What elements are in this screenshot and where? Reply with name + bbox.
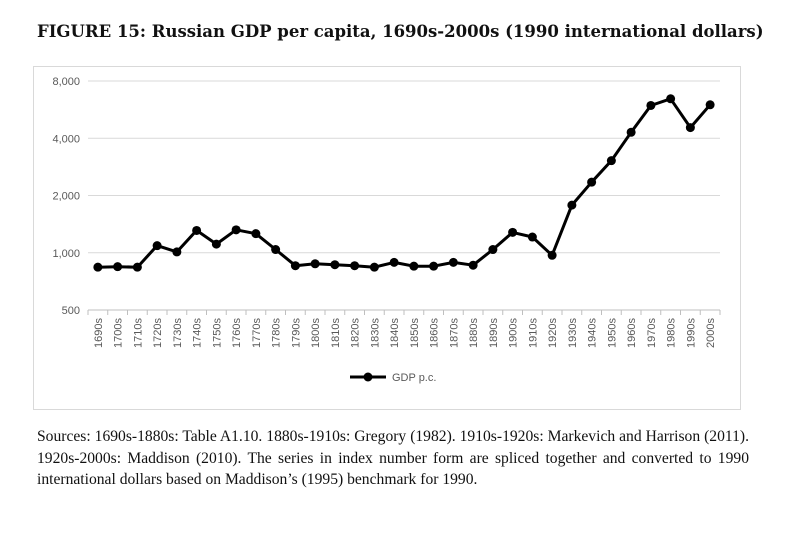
x-tick-label: 1980s <box>666 318 678 348</box>
data-point <box>290 261 300 271</box>
data-point <box>369 262 379 272</box>
data-point <box>448 257 458 267</box>
x-tick-label: 1880s <box>468 318 480 348</box>
figure-title: FIGURE 15: Russian GDP per capita, 1690s… <box>37 22 764 41</box>
x-tick-label: 1900s <box>508 318 520 348</box>
y-tick-label: 8,000 <box>52 76 80 88</box>
data-point <box>251 229 261 239</box>
data-point <box>488 245 498 255</box>
data-point <box>705 100 715 110</box>
grid-lines <box>88 80 720 311</box>
data-point <box>350 261 360 271</box>
x-tick-label: 1930s <box>567 318 579 348</box>
data-point <box>468 260 478 270</box>
x-tick-label: 1940s <box>587 318 599 348</box>
x-axis-ticks: 1690s 1700s 1710s 1720s 1730s 1740s 1750s 1760s… <box>93 318 717 348</box>
data-point <box>113 262 123 272</box>
data-point <box>310 259 320 269</box>
data-point <box>606 156 616 166</box>
series-gdp-pc <box>93 94 715 272</box>
x-tick-label: 1970s <box>646 318 658 348</box>
series-line <box>97 97 712 269</box>
x-tick-label: 1760s <box>231 318 243 348</box>
y-axis-ticks: 500 1,000 2,000 4,000 8,000 <box>52 76 80 317</box>
x-tick-label: 1820s <box>350 318 362 348</box>
data-point <box>666 94 676 104</box>
data-point <box>409 261 419 271</box>
data-point <box>527 232 537 242</box>
x-tick-label: 1990s <box>685 318 697 348</box>
data-point <box>192 225 202 235</box>
x-tick-label: 1780s <box>271 318 283 348</box>
x-tick-label: 1790s <box>290 318 302 348</box>
x-tick-label: 1840s <box>389 318 401 348</box>
x-tick-label: 1890s <box>488 318 500 348</box>
data-point <box>389 257 399 267</box>
data-point <box>547 250 557 260</box>
data-point <box>172 247 182 257</box>
x-tick-label: 2000s <box>705 318 717 348</box>
x-tick-label: 1950s <box>606 318 618 348</box>
data-point <box>685 123 695 133</box>
x-tick-label: 1910s <box>527 318 539 348</box>
x-tick-label: 1860s <box>429 318 441 348</box>
y-tick-label: 500 <box>62 305 80 317</box>
x-tick-label: 1770s <box>251 318 263 348</box>
x-tick-label: 1750s <box>211 318 223 348</box>
legend-label: GDP p.c. <box>392 372 436 384</box>
data-point <box>429 261 439 271</box>
data-point <box>211 239 221 249</box>
data-point <box>152 241 162 251</box>
data-point <box>626 127 636 137</box>
legend: GDP p.c. <box>350 372 436 384</box>
data-point <box>271 245 281 255</box>
x-tick-label: 1850s <box>409 318 421 348</box>
sources-note: Sources: 1690s-1880s: Table A1.10. 1880s… <box>37 428 749 488</box>
x-tick-label: 1920s <box>547 318 559 348</box>
x-tick-label: 1700s <box>113 318 125 348</box>
y-tick-label: 2,000 <box>52 191 80 203</box>
x-tick-label: 1870s <box>448 318 460 348</box>
data-point <box>93 262 103 272</box>
legend-marker <box>363 372 373 382</box>
y-tick-label: 4,000 <box>52 133 80 145</box>
data-point <box>330 260 340 270</box>
x-tick-label: 1690s <box>93 318 105 348</box>
data-point <box>587 177 597 187</box>
data-point <box>508 227 518 237</box>
data-point <box>132 262 142 272</box>
x-tick-label: 1800s <box>310 318 322 348</box>
x-tick-label: 1710s <box>132 318 144 348</box>
data-point <box>567 200 577 210</box>
x-tick-label: 1740s <box>192 318 204 348</box>
chart-frame <box>33 66 741 410</box>
y-tick-label: 1,000 <box>52 248 80 260</box>
x-tick-label: 1810s <box>330 318 342 348</box>
x-tick-label: 1730s <box>172 318 184 348</box>
x-tick-label: 1960s <box>626 318 638 348</box>
x-tick-label: 1720s <box>152 318 164 348</box>
x-tick-label: 1830s <box>369 318 381 348</box>
data-point <box>646 100 656 110</box>
x-axis <box>87 309 721 315</box>
data-point <box>231 225 241 235</box>
